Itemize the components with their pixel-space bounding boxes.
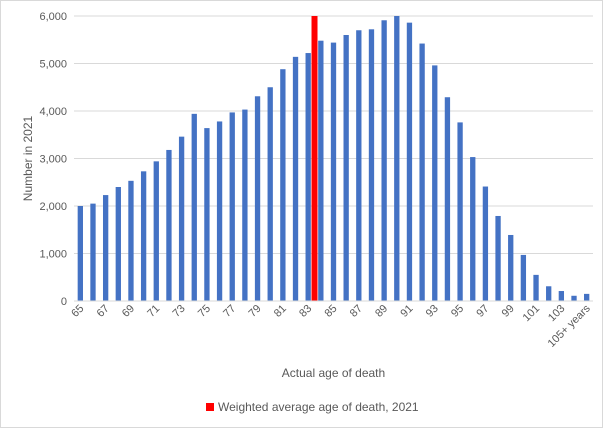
y-tick-label: 2,000: [39, 201, 67, 213]
bar-90: [394, 16, 400, 301]
x-tick-label: 65: [69, 303, 86, 320]
bar-83: [305, 53, 311, 301]
bar-75: [204, 128, 210, 301]
x-tick-label: 69: [120, 303, 137, 320]
legend: Weighted average age of death, 2021: [206, 400, 419, 414]
bar-84: [318, 40, 324, 301]
bar-102: [546, 286, 552, 301]
bar-65: [77, 206, 83, 301]
x-tick-label: 87: [348, 303, 365, 320]
legend-label: Weighted average age of death, 2021: [218, 400, 419, 414]
bar-91: [406, 22, 413, 302]
x-tick-label: 97: [474, 303, 491, 320]
x-tick-label: 99: [500, 303, 517, 320]
x-axis-ticks: 65 67 69 71 73 75 77 79 81 83 85 87 89 91 93 95 97 99 101 1…: [69, 302, 593, 350]
x-tick-label: 93: [424, 303, 441, 320]
weighted-average-bar: [311, 16, 318, 301]
x-axis-title: Actual age of death: [282, 366, 385, 380]
bar-68: [115, 187, 121, 301]
bar-80: [267, 87, 273, 301]
bar-81: [280, 69, 286, 301]
bar-88: [368, 29, 375, 302]
x-tick-label: 75: [196, 303, 213, 320]
bar-77: [229, 112, 235, 301]
y-tick-label: 4,000: [39, 106, 67, 118]
bar-93: [432, 65, 438, 302]
y-tick-label: 0: [61, 296, 67, 308]
bar-101: [533, 274, 539, 301]
x-tick-label: 83: [297, 303, 314, 320]
bar-78: [242, 109, 248, 301]
y-tick-label: 3,000: [39, 154, 67, 166]
x-tick-label: 103: [546, 303, 567, 324]
bar-73: [178, 136, 185, 301]
x-tick-label: 77: [221, 303, 238, 320]
bars: [77, 16, 590, 302]
bar-92: [419, 43, 425, 302]
bar-97: [482, 186, 489, 301]
bar-79: [254, 96, 261, 302]
x-tick-label: 79: [247, 303, 264, 320]
bar-95: [457, 122, 463, 302]
y-tick-label: 1,000: [39, 249, 67, 261]
x-tick-label: 91: [398, 303, 415, 320]
x-tick-label: 85: [322, 303, 339, 320]
x-tick-label: 81: [272, 303, 289, 320]
bar-103: [558, 291, 565, 301]
x-tick-label: 89: [373, 303, 390, 320]
y-axis-ticks: 0 1,000 2,000 3,000 4,000 5,000 6,000: [39, 11, 67, 308]
x-tick-label: 71: [145, 303, 162, 320]
bar-82: [292, 56, 299, 301]
bar-96: [470, 157, 476, 301]
bar-98: [495, 215, 501, 301]
bar-71: [153, 161, 159, 301]
bar-89: [381, 20, 387, 302]
x-tick-label: 101: [521, 303, 542, 324]
x-tick-label: 73: [171, 303, 188, 320]
bar-74: [191, 113, 197, 301]
x-tick-label: 95: [449, 303, 466, 320]
x-tick-label: 67: [95, 303, 112, 320]
bar-70: [140, 171, 147, 301]
legend-swatch: [206, 403, 214, 411]
bar-76: [216, 121, 223, 301]
bar-72: [166, 149, 172, 301]
bar-104: [571, 295, 577, 301]
bar-94: [444, 97, 451, 301]
bar-105-years: [584, 293, 590, 301]
bar-67: [102, 195, 109, 301]
y-axis-title: Number in 2021: [21, 115, 35, 201]
y-tick-label: 6,000: [39, 11, 67, 23]
bar-86: [343, 35, 349, 301]
y-tick-label: 5,000: [39, 59, 67, 71]
bar-100: [520, 254, 527, 301]
bar-85: [330, 42, 337, 301]
bar-69: [128, 180, 134, 301]
bar-66: [90, 203, 96, 301]
bar-99: [508, 234, 514, 301]
bar-87: [356, 30, 362, 301]
